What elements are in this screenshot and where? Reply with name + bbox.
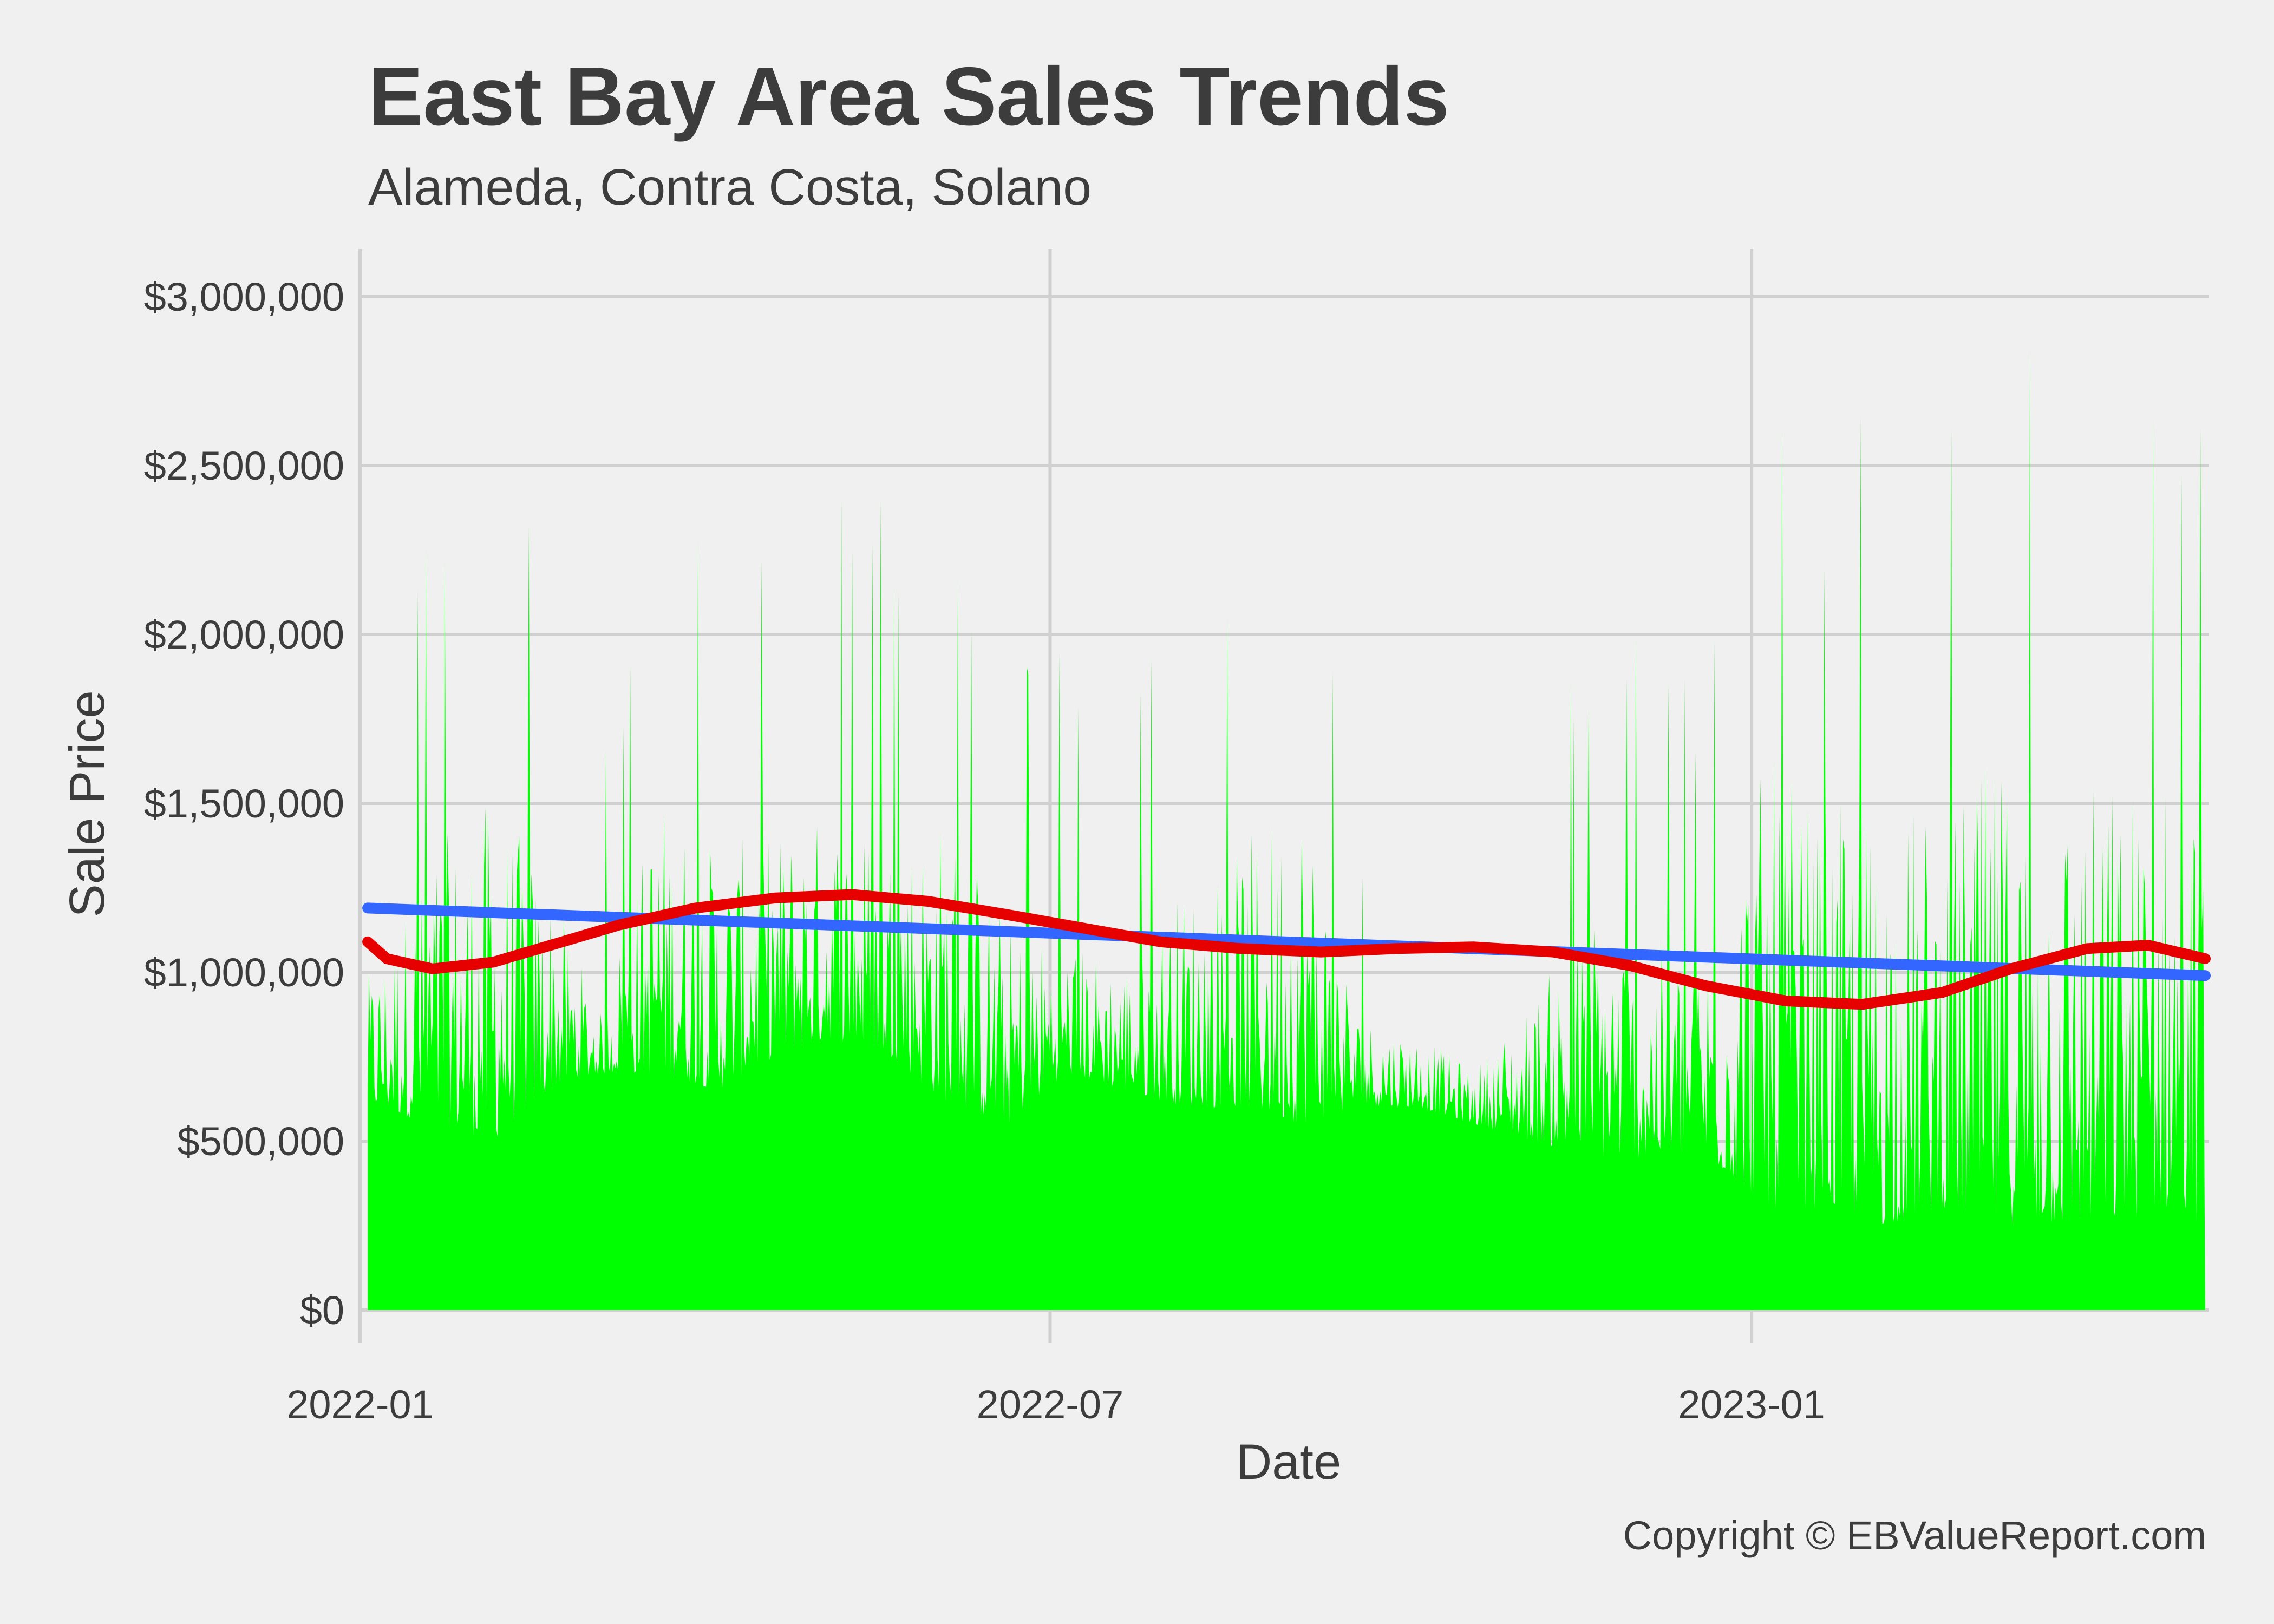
linear-trend-line <box>362 902 2211 981</box>
y-tick-label: $2,000,000 <box>144 612 344 657</box>
trend-lines <box>362 889 2211 1010</box>
smooth-trend-line <box>362 889 2211 1010</box>
chart-title: East Bay Area Sales Trends <box>368 50 1449 142</box>
y-tick-label: $1,500,000 <box>144 781 344 826</box>
x-axis-title: Date <box>1236 1435 1341 1490</box>
y-tick-label: $2,500,000 <box>144 443 344 488</box>
y-axis-ticks: $0 $500,000 $1,000,000 $1,500,000 $2,000,000… <box>144 274 344 1333</box>
sales-price-area <box>368 346 2205 1310</box>
x-axis-ticks: 2022-01 2022-07 2023-01 <box>286 1382 1825 1427</box>
x-tick-label: 2022-01 <box>286 1382 434 1427</box>
y-tick-label: $0 <box>300 1288 344 1333</box>
y-axis-title: Sale Price <box>60 690 115 917</box>
y-tick-label: $1,000,000 <box>144 950 344 995</box>
sales-area <box>368 346 2205 1310</box>
chart-subtitle: Alameda, Contra Costa, Solano <box>368 159 1092 216</box>
x-tick-label: 2023-01 <box>1678 1382 1825 1427</box>
copyright-caption: Copyright © EBValueReport.com <box>1623 1513 2206 1558</box>
y-tick-label: $500,000 <box>177 1119 344 1164</box>
x-tick-label: 2022-07 <box>977 1382 1124 1427</box>
y-tick-label: $3,000,000 <box>144 274 344 319</box>
